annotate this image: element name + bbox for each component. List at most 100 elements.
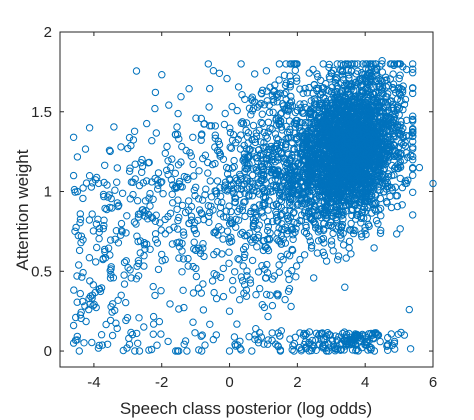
data-point [353, 128, 362, 137]
data-point [302, 139, 310, 148]
data-point [333, 152, 341, 161]
data-point [108, 331, 117, 340]
data-point [394, 84, 402, 93]
data-point [251, 183, 259, 191]
data-point [282, 140, 290, 148]
data-point [327, 221, 335, 230]
data-point [275, 224, 283, 232]
data-point [372, 65, 381, 73]
data-point [356, 93, 364, 101]
data-point [115, 201, 123, 210]
data-point [243, 267, 251, 275]
data-point [76, 289, 85, 298]
data-point [225, 259, 233, 267]
data-point [385, 115, 393, 124]
data-point [317, 90, 325, 98]
data-point [273, 167, 282, 175]
data-point [234, 135, 242, 144]
data-point [252, 291, 260, 299]
data-point [148, 137, 156, 145]
data-point [127, 328, 135, 337]
data-point [223, 227, 232, 235]
data-point [346, 226, 354, 234]
y-axis-label: Attention weight [13, 149, 32, 270]
data-point [229, 276, 237, 285]
data-points [69, 57, 437, 355]
data-point [204, 158, 212, 167]
data-point [85, 294, 93, 303]
data-point [275, 76, 283, 84]
data-point [245, 333, 253, 341]
data-point [237, 346, 245, 354]
data-point [263, 218, 272, 226]
data-point [85, 254, 94, 262]
data-point [327, 69, 335, 77]
data-point [285, 171, 294, 180]
data-point [201, 151, 210, 159]
data-point [149, 195, 157, 204]
data-point [354, 60, 362, 68]
data-point [231, 194, 239, 202]
data-point [349, 140, 358, 149]
data-point [387, 142, 395, 150]
data-point [353, 331, 362, 339]
data-point [393, 202, 402, 211]
data-point [281, 143, 290, 151]
data-point [113, 324, 121, 333]
data-point [123, 212, 131, 220]
data-point [310, 100, 319, 108]
data-point [303, 89, 311, 97]
data-point [204, 169, 212, 177]
x-axis-ticks: -4 -2 0 2 4 6 [87, 32, 437, 391]
data-point [126, 195, 135, 203]
data-point [240, 141, 248, 150]
data-point [365, 185, 373, 194]
data-point [177, 93, 185, 101]
data-point [238, 277, 247, 285]
data-point [332, 133, 340, 142]
data-point [306, 237, 314, 245]
data-point [274, 290, 282, 298]
data-point [120, 271, 128, 279]
data-point [373, 82, 381, 91]
data-point [117, 291, 125, 299]
data-point [143, 119, 151, 128]
data-point [363, 170, 371, 178]
data-point [287, 223, 296, 231]
data-point [182, 146, 190, 155]
data-point [357, 148, 365, 157]
data-point [187, 202, 196, 211]
data-point [135, 314, 143, 322]
data-point [189, 133, 197, 142]
data-point [286, 213, 295, 221]
data-point [330, 183, 338, 191]
data-point [153, 341, 161, 349]
data-point [246, 279, 255, 287]
data-point [133, 197, 142, 205]
data-point [297, 104, 305, 112]
data-point [179, 228, 188, 236]
data-point [109, 274, 118, 282]
data-point [200, 252, 208, 261]
data-point [185, 85, 193, 93]
data-point [367, 345, 375, 353]
data-point [295, 343, 304, 352]
data-point [369, 114, 378, 123]
data-point [231, 340, 239, 349]
data-point [271, 130, 280, 138]
data-point [77, 308, 85, 316]
data-point [197, 114, 206, 123]
data-point [360, 141, 368, 149]
data-point [209, 206, 217, 214]
data-point [248, 192, 257, 200]
data-point [106, 316, 115, 325]
data-point [318, 110, 326, 119]
data-point [85, 172, 94, 180]
data-point [237, 131, 245, 139]
data-point [223, 74, 231, 83]
data-point [186, 149, 194, 157]
data-point [202, 185, 210, 193]
data-point [322, 109, 330, 118]
data-point [225, 220, 234, 228]
data-point [303, 330, 311, 338]
